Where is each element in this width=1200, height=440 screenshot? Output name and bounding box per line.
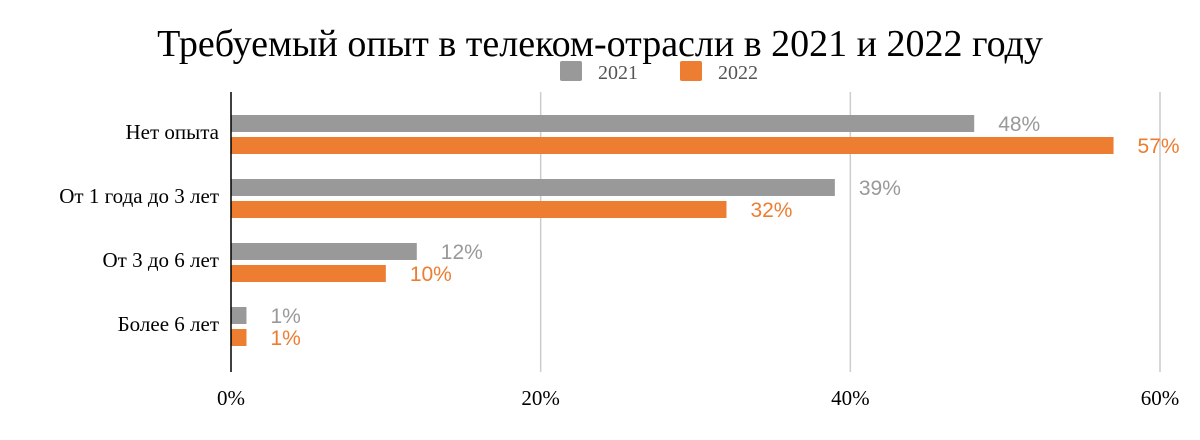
data-label-2021: 12% [441,241,483,264]
x-tick-labels: 0% 20% 40% 60% [217,386,1179,410]
bar-2021 [231,179,835,196]
bar-2022 [231,201,727,218]
bars [231,115,1114,346]
legend-swatch-2021 [560,61,582,81]
legend-label-2022: 2022 [718,62,758,84]
legend-swatch-2022 [680,61,702,81]
bar-2021 [231,307,247,324]
bar-2021 [231,243,417,260]
bar-2021 [231,115,975,132]
x-tick-label: 60% [1141,386,1180,410]
x-tick-label: 0% [217,386,245,410]
bar-2022 [231,137,1114,154]
category-label: От 1 года до 3 лет [59,184,219,208]
x-tick-label: 20% [521,386,560,410]
data-labels: 48% 57% 39% 32% 12%10% 1%1% [270,113,1179,350]
chart-title: Требуемый опыт в телеком-отрасли в 2021 … [157,23,1043,65]
data-label-2022: 57% [1138,135,1180,158]
category-label: Более 6 лет [118,312,219,336]
data-label-2021: 39% [859,177,901,200]
gridlines [539,92,1161,372]
data-label-2022: 1% [270,327,300,350]
legend-label-2021: 2021 [598,62,638,84]
category-label: Нет опыта [125,120,219,144]
category-label: От 3 до 6 лет [102,248,219,272]
data-label-2021: 48% [998,113,1040,136]
bar-2022 [231,265,386,282]
data-label-2022: 10% [410,263,452,286]
bar-2022 [231,329,247,346]
x-tick-label: 40% [831,386,870,410]
data-label-2022: 32% [750,199,792,222]
legend: 2021 2022 [560,61,758,84]
category-labels: Нет опыта От 1 года до 3 лет От 3 до 6 лет… [59,120,219,336]
data-label-2021: 1% [270,305,300,328]
